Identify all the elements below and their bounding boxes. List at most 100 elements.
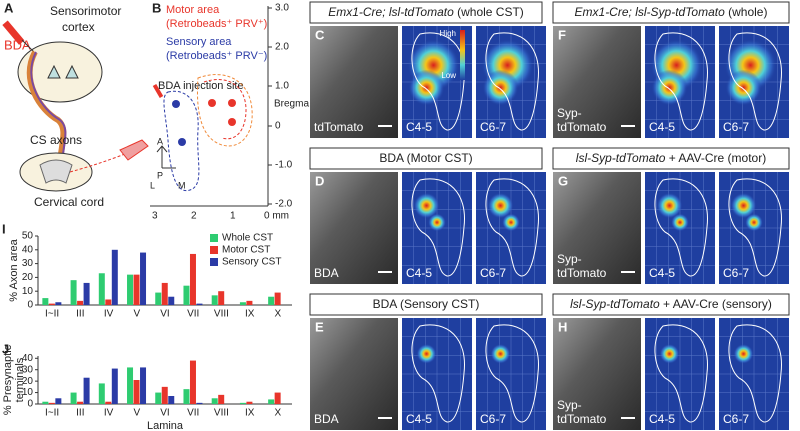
cord-label: Cervical cord	[34, 195, 104, 209]
bar	[105, 299, 112, 305]
site	[178, 138, 186, 146]
compass-label: M	[178, 180, 186, 190]
image-label: tdTomato	[557, 412, 607, 426]
bar	[189, 360, 196, 404]
bar	[218, 291, 225, 305]
bregma-label: Bregma	[274, 99, 309, 110]
heat-blob	[651, 69, 688, 106]
image-label: Syp-	[557, 398, 582, 412]
region-label: Sensorimotor	[50, 4, 121, 18]
muscle	[119, 139, 149, 161]
panel-header-text: lsl-Syp-tdTomato + AAV-Cre (motor)	[576, 151, 766, 165]
header-segment: lsl-Syp-tdTomato	[570, 297, 660, 311]
site	[172, 100, 180, 108]
y-tick-label: 40	[22, 353, 34, 364]
panel-letter: I	[2, 221, 6, 236]
ventricles	[47, 64, 79, 79]
level-label: C6-7	[723, 412, 749, 426]
level-label: C4-5	[406, 412, 432, 426]
image-label: tdTomato	[314, 120, 364, 134]
header-segment: (whole CST)	[454, 5, 524, 19]
y-tick-label: 1.0	[275, 81, 289, 92]
heat-blob	[659, 343, 680, 364]
bar	[274, 292, 281, 305]
bar	[268, 296, 275, 305]
image-label: Syp-	[557, 106, 582, 120]
panel-header-text: lsl-Syp-tdTomato + AAV-Cre (sensory)	[570, 297, 772, 311]
bar	[168, 396, 175, 404]
bar	[98, 383, 105, 404]
level-label: C6-7	[480, 412, 506, 426]
sensory-note: (Retrobeads⁺ PRV⁻)	[166, 50, 267, 62]
bar	[155, 392, 162, 404]
gray-matter-outline	[728, 32, 782, 131]
y-tick-label: -1.0	[275, 160, 293, 171]
scale-label: Low	[441, 71, 456, 80]
bar	[55, 302, 62, 305]
bar	[246, 300, 253, 305]
header-segment: (whole)	[725, 5, 768, 19]
panel-header	[309, 147, 543, 170]
panel-b: B Motor area (Retrobeads⁺ PRV⁺) Sensory …	[150, 0, 309, 207]
compass	[156, 145, 176, 169]
bar	[239, 302, 246, 305]
level-label: C4-5	[649, 266, 675, 280]
level-label: C4-5	[649, 412, 675, 426]
bar	[133, 380, 140, 404]
bar	[111, 368, 118, 404]
motor-outline	[203, 79, 247, 140]
bar	[168, 296, 175, 305]
y-tick-label: 40	[22, 244, 34, 255]
x-tick-label: 3	[152, 211, 158, 222]
gray-matter-outline	[485, 32, 539, 131]
syringe	[152, 83, 164, 99]
micrograph	[310, 26, 398, 138]
panel-header	[552, 1, 790, 24]
gray-matter-outline	[411, 32, 465, 131]
panel-header-text: BDA (Sensory CST)	[373, 297, 480, 311]
motor-note: (Retrobeads⁺ PRV⁺)	[166, 18, 267, 30]
header-segment: BDA (Motor CST)	[379, 151, 472, 165]
y-tick-label: 0	[27, 399, 33, 410]
panel-letter: H	[558, 319, 567, 334]
micrograph	[310, 172, 398, 284]
x-tick-label: IV	[104, 309, 114, 320]
x-tick-label: VI	[160, 309, 169, 320]
panel-a: A BDA Sensorimotor cortex CS axons Cervi…	[2, 0, 149, 209]
x-tick-label: 2	[191, 211, 197, 222]
bar	[246, 401, 253, 404]
gray-matter-outline	[485, 324, 539, 423]
gray-matter-outline	[728, 324, 782, 423]
bar	[55, 398, 62, 404]
needle	[21, 39, 35, 53]
heat-blob	[428, 213, 446, 232]
compass-label: A	[157, 136, 163, 146]
heat-blob	[487, 192, 514, 219]
level-label: C4-5	[406, 266, 432, 280]
panel-letter: E	[315, 319, 324, 334]
bar	[77, 401, 84, 404]
bar	[211, 398, 218, 404]
injection-label: BDA injection site	[158, 80, 244, 92]
header-segment: lsl-Syp-tdTomato	[576, 151, 666, 165]
bar	[105, 401, 112, 404]
heat-blob	[502, 213, 520, 232]
gray-matter-outline	[485, 178, 539, 277]
x-tick-label: VII	[187, 309, 199, 320]
x-tick-label: IV	[104, 408, 114, 419]
bar	[70, 280, 77, 305]
micrograph	[553, 26, 641, 138]
bar	[183, 285, 190, 305]
sensory-outline	[163, 90, 200, 192]
heat-blob	[490, 343, 511, 364]
level-label: C6-7	[480, 266, 506, 280]
x-tick-label: I~II	[45, 408, 59, 419]
panel-letter: F	[558, 27, 566, 42]
heat-blob	[745, 213, 763, 232]
heat-blob	[656, 192, 683, 219]
level-label: C6-7	[723, 120, 749, 134]
heat-blob	[733, 343, 754, 364]
heat-blob	[730, 192, 757, 219]
bar	[111, 249, 118, 305]
y-tick-label: 30	[22, 258, 34, 269]
